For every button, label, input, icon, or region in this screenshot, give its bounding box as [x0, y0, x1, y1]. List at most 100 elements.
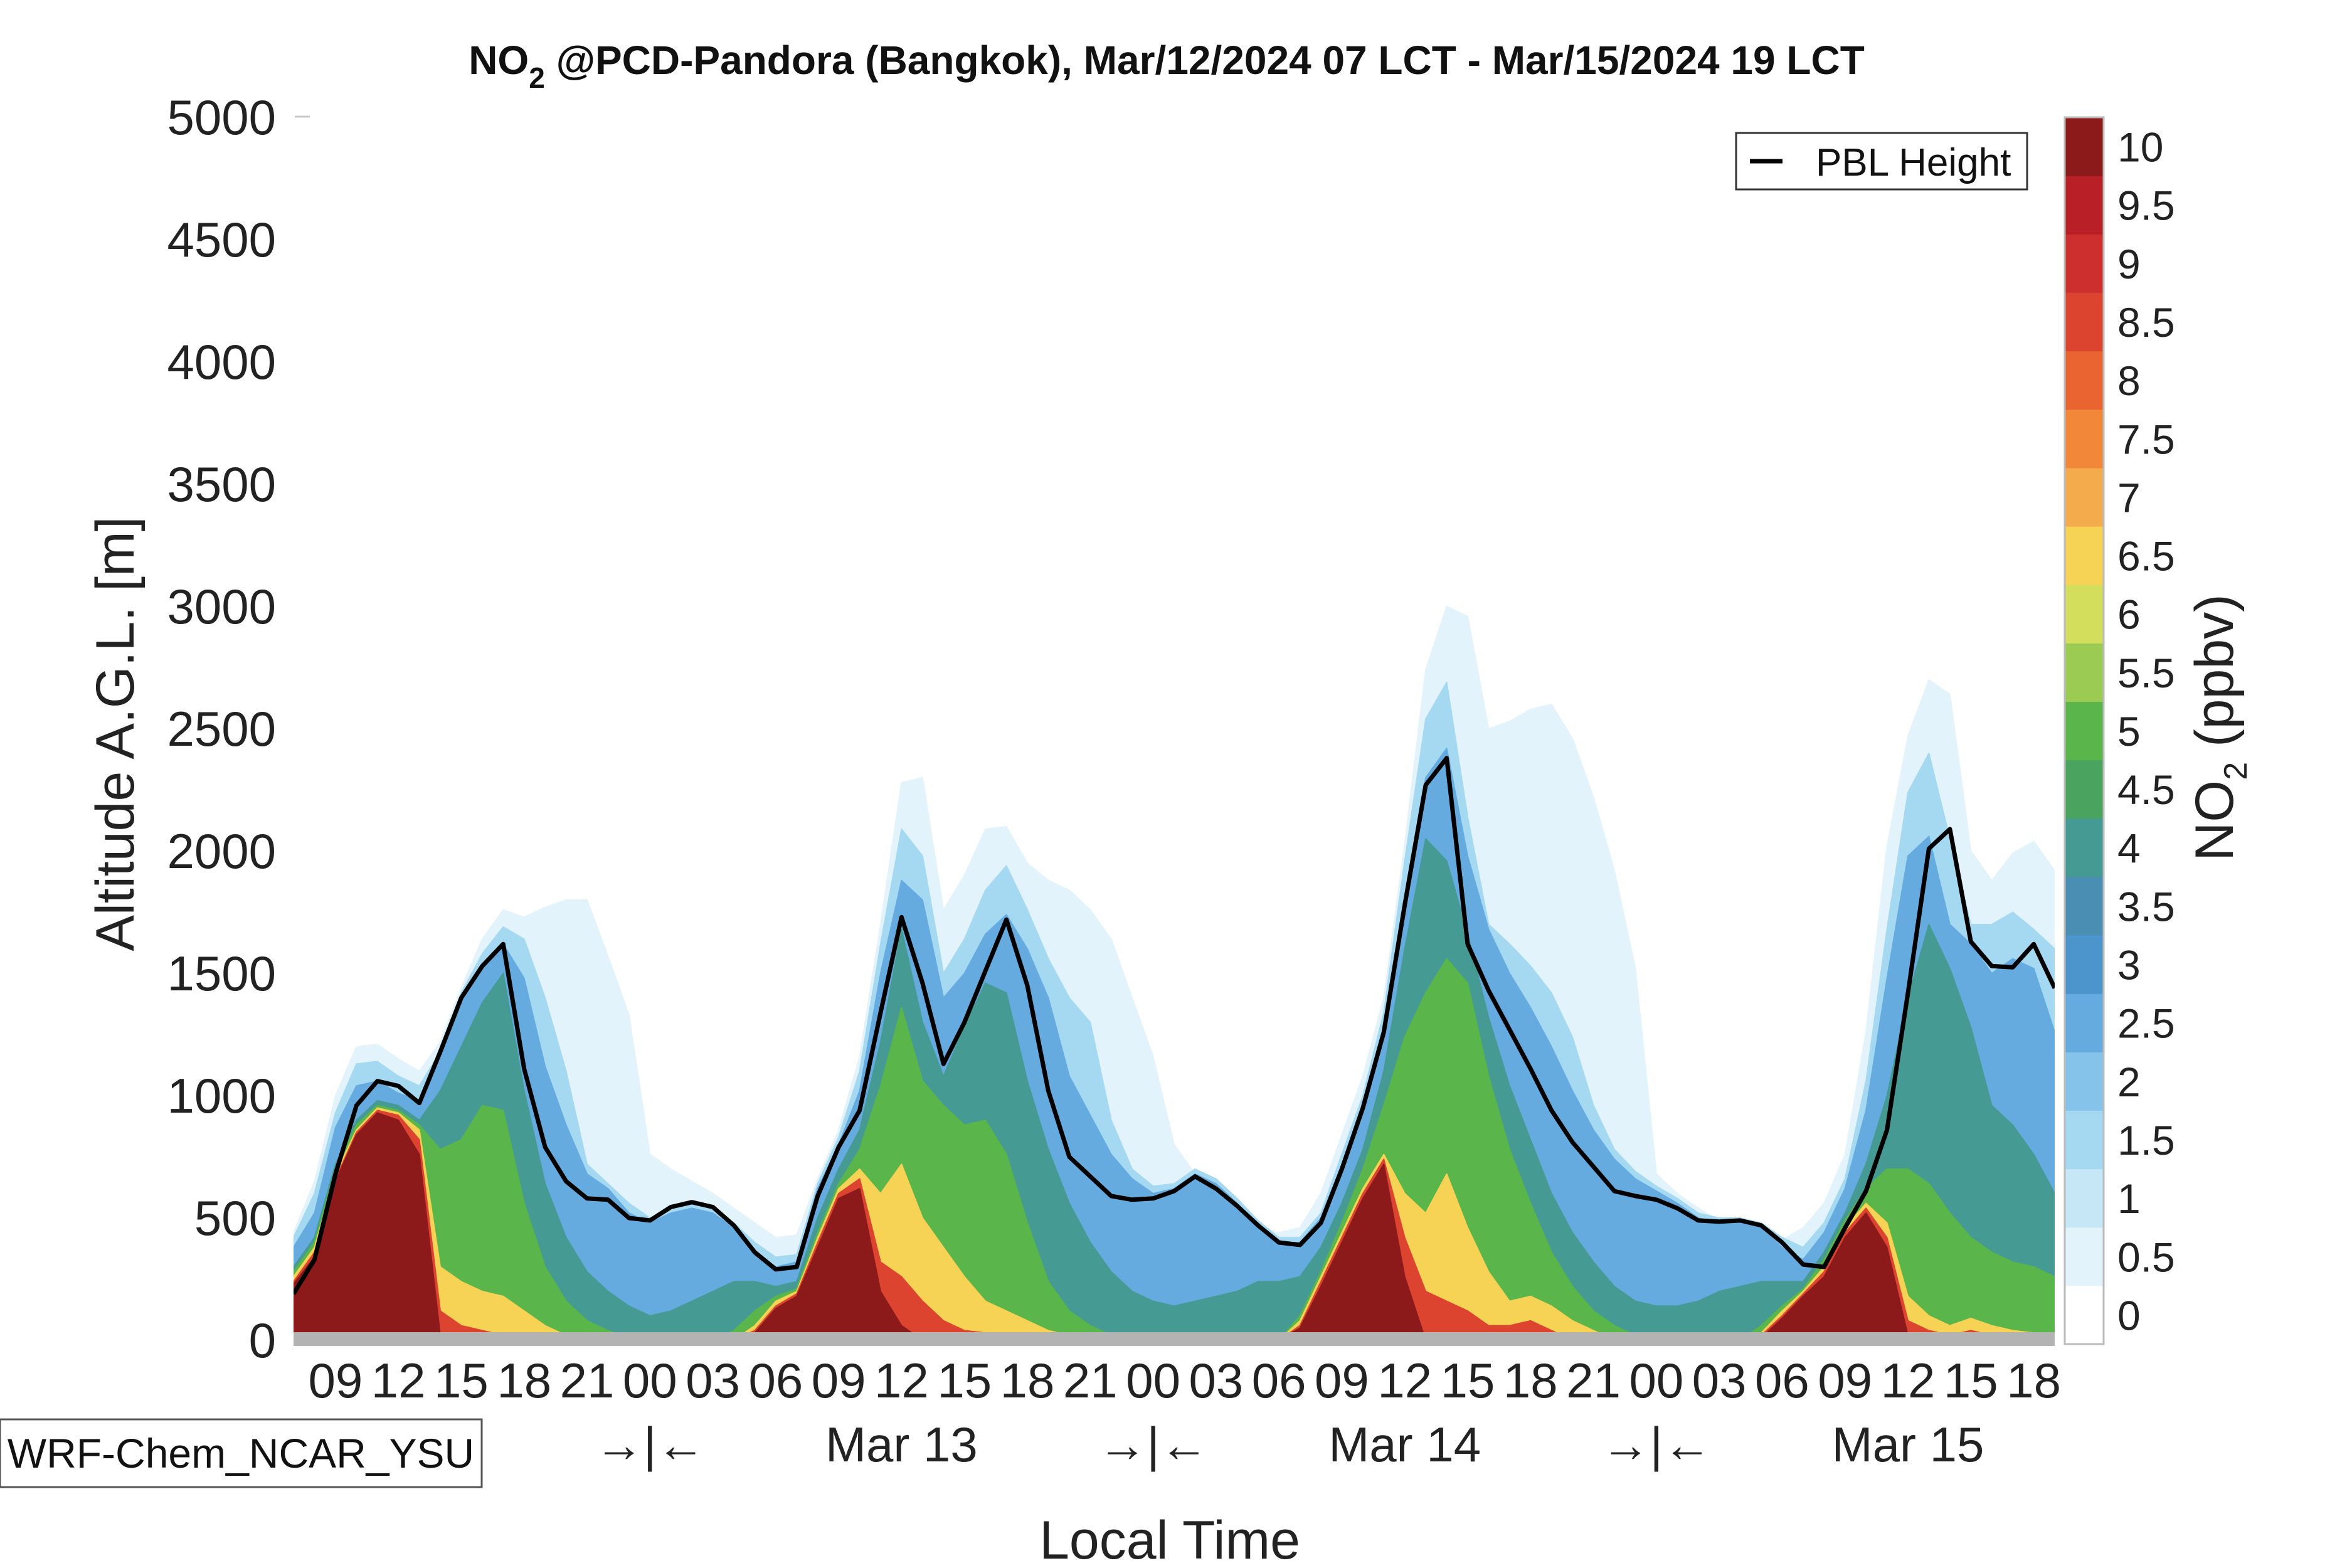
legend-box — [1735, 132, 2028, 191]
colorbar-swatch — [2065, 176, 2104, 235]
colorbar-tick-label: 10 — [2117, 124, 2163, 171]
colorbar-swatch — [2065, 818, 2104, 877]
x-tick-label: 21 — [1566, 1353, 1621, 1408]
y-axis: 0 500 1000 1500 2000 2500 3000 3500 4000 4500 5000 — [167, 90, 276, 1368]
colorbar-swatch — [2065, 585, 2104, 644]
colorbar-tick-label: 1 — [2117, 1175, 2141, 1222]
colorbar-tick-label: 8.5 — [2117, 299, 2175, 346]
x-axis-label: Local Time — [1039, 1510, 1300, 1568]
x-tick-label: 06 — [1252, 1353, 1306, 1408]
colorbar-tick-label: 4.5 — [2117, 766, 2175, 813]
y-tick-label: 4500 — [167, 212, 276, 267]
y-tick-label: 500 — [194, 1190, 276, 1246]
model-label: WRF-Chem_NCAR_YSU — [0, 1418, 483, 1488]
colorbar-tick-label: 2 — [2117, 1059, 2141, 1105]
colorbar-swatch — [2065, 993, 2104, 1052]
y-tick-label: 0 — [249, 1313, 276, 1368]
x-tick-label: 00 — [623, 1353, 677, 1408]
x-tick-label: 00 — [1629, 1353, 1683, 1408]
colorbar-swatch — [2065, 643, 2104, 702]
x-tick-label: 00 — [1126, 1353, 1180, 1408]
model-label-box — [0, 1418, 483, 1488]
x-tick-label: 09 — [1818, 1353, 1872, 1408]
colorbar-tick-label: 0.5 — [2117, 1234, 2175, 1280]
x-tick-label: 03 — [686, 1353, 740, 1408]
x-tick-label: 18 — [1503, 1353, 1558, 1408]
colorbar-tick-label: 0 — [2117, 1292, 2141, 1338]
colorbar-tick-label: 2.5 — [2117, 1000, 2175, 1047]
x-tick-label: 12 — [1881, 1353, 1936, 1408]
y-tick-label: 1000 — [167, 1068, 276, 1123]
colorbar-tick-label: 9.5 — [2117, 183, 2175, 229]
colorbar-swatch — [2065, 409, 2104, 469]
x-tick-label: 12 — [371, 1353, 426, 1408]
y-tick-label: 1500 — [167, 946, 276, 1001]
colorbar-swatch — [2065, 1110, 2104, 1170]
x-tick-label: 03 — [1692, 1353, 1747, 1408]
x-tick-label: 15 — [937, 1353, 992, 1408]
day-label: Mar 15 — [1832, 1417, 1984, 1472]
x-tick-label: 06 — [1755, 1353, 1809, 1408]
x-axis: 09 12 15 18 21 00 03 06 09 12 15 18 21 00 03 06 09 12 15 18… — [308, 1353, 2060, 1472]
x-tick-label: 18 — [2006, 1353, 2061, 1408]
chart-title: NO2 @PCD-Pandora (Bangkok), Mar/12/2024 … — [469, 38, 1865, 94]
colorbar-swatch — [2065, 292, 2104, 352]
x-tick-label: 15 — [1441, 1353, 1495, 1408]
colorbar-tick-label: 4 — [2117, 825, 2141, 871]
colorbar-tick-label: 1.5 — [2117, 1117, 2175, 1163]
y-tick-label: 3500 — [167, 457, 276, 512]
colorbar-swatch — [2065, 467, 2104, 527]
colorbar-swatch — [2065, 1052, 2104, 1111]
colorbar-swatch — [2065, 526, 2104, 585]
day-label: Mar 13 — [825, 1417, 978, 1472]
ground-strip — [294, 1332, 2055, 1346]
legend-entry-pbl-height: PBL Height — [1816, 141, 2011, 184]
day-boundary-label: →|← — [595, 1417, 705, 1472]
x-tick-label: 03 — [1189, 1353, 1243, 1408]
colorbar-swatch — [2065, 935, 2104, 994]
no2-band-9-5 — [294, 1112, 2055, 1340]
colorbar-tick-label: 7.5 — [2117, 416, 2175, 462]
colorbar: 0 0.5 1 1.5 2 2.5 3 3.5 4 4.5 5 5.5 6 6.5 7 7.5 8 8.5 9 9.5… — [2063, 116, 2175, 1345]
x-tick-label: 12 — [874, 1353, 929, 1408]
x-tick-label: 15 — [1944, 1353, 1998, 1408]
colorbar-swatch — [2065, 876, 2104, 936]
y-tick-label: 2000 — [167, 824, 276, 879]
colorbar-tick-label: 6.5 — [2117, 533, 2175, 580]
plot-area — [294, 115, 2055, 1346]
x-tick-label: 06 — [748, 1353, 803, 1408]
colorbar-tick-label: 8 — [2117, 358, 2141, 404]
colorbar-swatch — [2065, 117, 2104, 176]
x-tick-label: 18 — [1000, 1353, 1055, 1408]
colorbar-tick-label: 5 — [2117, 708, 2141, 755]
legend: PBL Height — [1735, 132, 2028, 191]
y-tick-label: 5000 — [167, 90, 276, 145]
colorbar-swatch — [2065, 351, 2104, 410]
x-tick-label: 09 — [812, 1353, 866, 1408]
colorbar-swatch — [2065, 701, 2104, 761]
colorbar-tick-label: 9 — [2117, 241, 2141, 287]
x-tick-label: 18 — [497, 1353, 551, 1408]
y-tick-label: 4000 — [167, 334, 276, 389]
colorbar-swatch — [2065, 1227, 2104, 1286]
no2-contours — [294, 606, 2055, 1340]
x-tick-label: 15 — [434, 1353, 489, 1408]
x-tick-label: 21 — [1063, 1353, 1118, 1408]
colorbar-swatch — [2065, 760, 2104, 819]
model-label-text: WRF-Chem_NCAR_YSU — [8, 1430, 474, 1476]
y-tick-label: 3000 — [167, 579, 276, 634]
x-tick-label: 21 — [560, 1353, 615, 1408]
day-label: Mar 14 — [1328, 1417, 1481, 1472]
x-tick-label: 12 — [1377, 1353, 1432, 1408]
colorbar-tick-label: 7 — [2117, 474, 2141, 521]
colorbar-swatch — [2065, 1168, 2104, 1228]
day-boundary-label: →|← — [1098, 1417, 1208, 1472]
day-boundary-label: →|← — [1601, 1417, 1712, 1472]
colorbar-tick-label: 3 — [2117, 942, 2141, 988]
x-tick-label: 09 — [1315, 1353, 1369, 1408]
y-axis-label: Altitude A.G.L. [m] — [85, 516, 146, 951]
colorbar-label: NO2 (ppbv) — [2185, 594, 2254, 861]
colorbar-swatch — [2065, 234, 2104, 294]
pbl-height-line — [294, 756, 2055, 1295]
